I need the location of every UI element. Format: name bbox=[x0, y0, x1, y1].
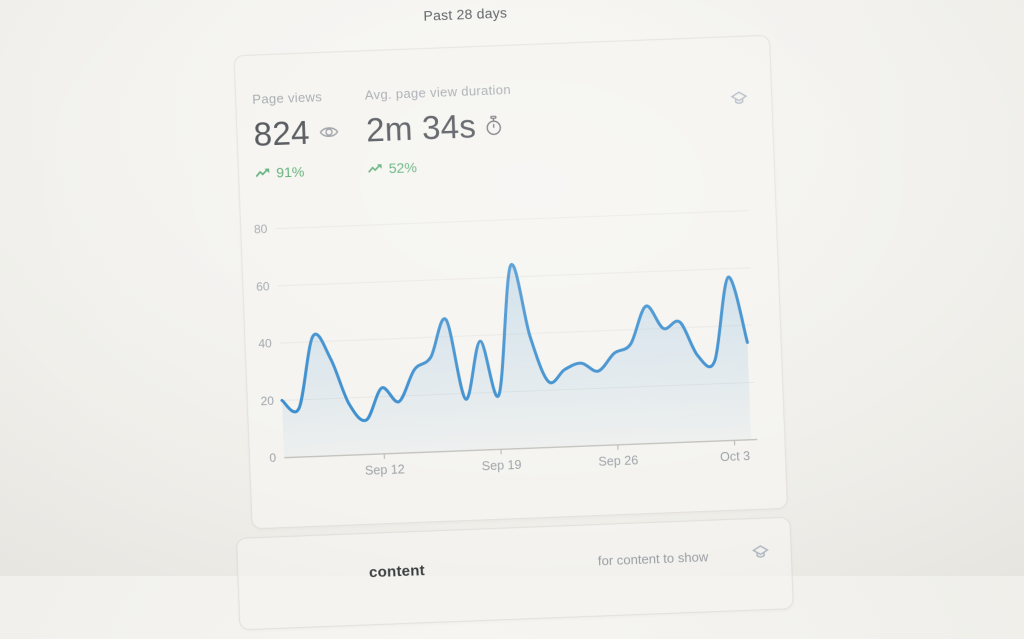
analytics-screen: Past 28 days Page views 824 bbox=[0, 0, 1024, 597]
stat-page-views: Page views 824 bbox=[252, 88, 348, 181]
education-icon[interactable] bbox=[750, 543, 771, 564]
delta-value: 52% bbox=[388, 159, 417, 176]
trending-up-icon bbox=[255, 167, 271, 180]
stat-label: Avg. page view duration bbox=[364, 82, 511, 103]
trending-up-icon bbox=[367, 162, 383, 175]
gridline bbox=[275, 211, 748, 229]
x-axis-tick-label: Sep 19 bbox=[481, 458, 521, 474]
stopwatch-icon bbox=[485, 115, 504, 136]
y-axis-tick-label: 0 bbox=[269, 451, 277, 465]
stat-value: 2m 34s bbox=[365, 107, 476, 149]
delta-value: 91% bbox=[276, 163, 305, 180]
stat-delta: 91% bbox=[255, 162, 348, 182]
y-axis-tick-label: 80 bbox=[254, 222, 268, 237]
y-axis-tick-label: 60 bbox=[256, 279, 270, 294]
overview-card: Page views 824 bbox=[234, 35, 788, 530]
y-axis-tick-label: 20 bbox=[260, 394, 274, 409]
pageviews-chart: 0 20 40 60 80 Sep 12 Sep 19 Sep 26 Oct 3 bbox=[241, 192, 786, 504]
stats-row: Page views 824 bbox=[252, 82, 514, 181]
education-icon[interactable] bbox=[729, 89, 750, 110]
content-card-heading: content bbox=[369, 562, 425, 581]
stat-avg-duration: Avg. page view duration 2m 34s bbox=[364, 82, 513, 177]
content-card-note: for content to show bbox=[598, 549, 709, 568]
x-axis-tick-label: Sep 12 bbox=[365, 462, 405, 478]
x-axis-tick-label: Oct 3 bbox=[720, 449, 751, 464]
y-axis-tick-label: 40 bbox=[258, 337, 272, 352]
area-fill bbox=[277, 256, 751, 458]
eye-icon bbox=[318, 124, 339, 141]
content-card: content for content to show bbox=[236, 517, 794, 631]
date-range-label: Past 28 days bbox=[0, 0, 1016, 41]
stat-delta: 52% bbox=[367, 155, 514, 177]
x-axis-tick-label: Sep 26 bbox=[598, 453, 638, 469]
stat-value: 824 bbox=[253, 114, 310, 154]
stat-label: Page views bbox=[252, 88, 345, 107]
